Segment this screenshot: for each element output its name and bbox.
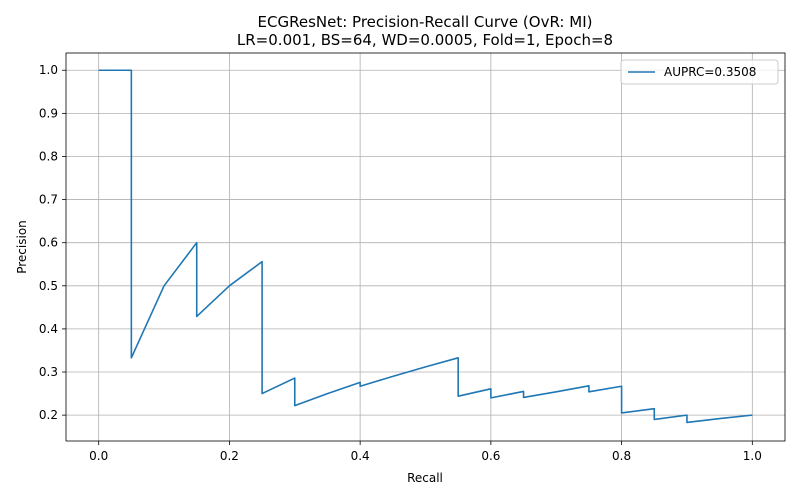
chart-subtitle: LR=0.001, BS=64, WD=0.0005, Fold=1, Epoc… bbox=[237, 31, 613, 49]
pr-curve-line bbox=[98, 69, 753, 424]
series-layer bbox=[98, 69, 753, 424]
x-axis-label: Recall bbox=[407, 471, 443, 485]
legend-box bbox=[620, 59, 779, 85]
y-tick-label: 0.8 bbox=[39, 149, 58, 163]
x-tick-label: 0.0 bbox=[89, 449, 108, 463]
x-tick-label: 0.2 bbox=[220, 449, 239, 463]
y-tick-label: 0.7 bbox=[39, 193, 58, 207]
chart-title: ECGResNet: Precision-Recall Curve (OvR: … bbox=[258, 13, 593, 31]
x-tick-label: 0.8 bbox=[612, 449, 631, 463]
y-tick-label: 0.6 bbox=[39, 236, 58, 250]
x-tick-label: 0.6 bbox=[481, 449, 500, 463]
plot-frame bbox=[65, 52, 786, 442]
legend-label: AUPRC=0.3508 bbox=[664, 65, 756, 79]
y-tick-label: 1.0 bbox=[39, 63, 58, 77]
y-tick-label: 0.2 bbox=[39, 408, 58, 422]
x-axis-ticks: 0.0 0.2 0.4 0.6 0.8 1.0 bbox=[89, 441, 762, 463]
y-axis-ticks: 0.2 0.3 0.4 0.5 0.6 0.7 0.8 0.9 1.0 bbox=[39, 63, 66, 422]
grid-lines bbox=[66, 53, 785, 441]
y-tick-label: 0.4 bbox=[39, 322, 58, 336]
x-tick-label: 0.4 bbox=[351, 449, 370, 463]
y-tick-label: 0.3 bbox=[39, 365, 58, 379]
legend: AUPRC=0.3508 bbox=[620, 59, 779, 85]
y-tick-label: 0.9 bbox=[39, 106, 58, 120]
y-tick-label: 0.5 bbox=[39, 279, 58, 293]
x-tick-label: 1.0 bbox=[743, 449, 762, 463]
y-axis-label: Precision bbox=[15, 220, 29, 274]
